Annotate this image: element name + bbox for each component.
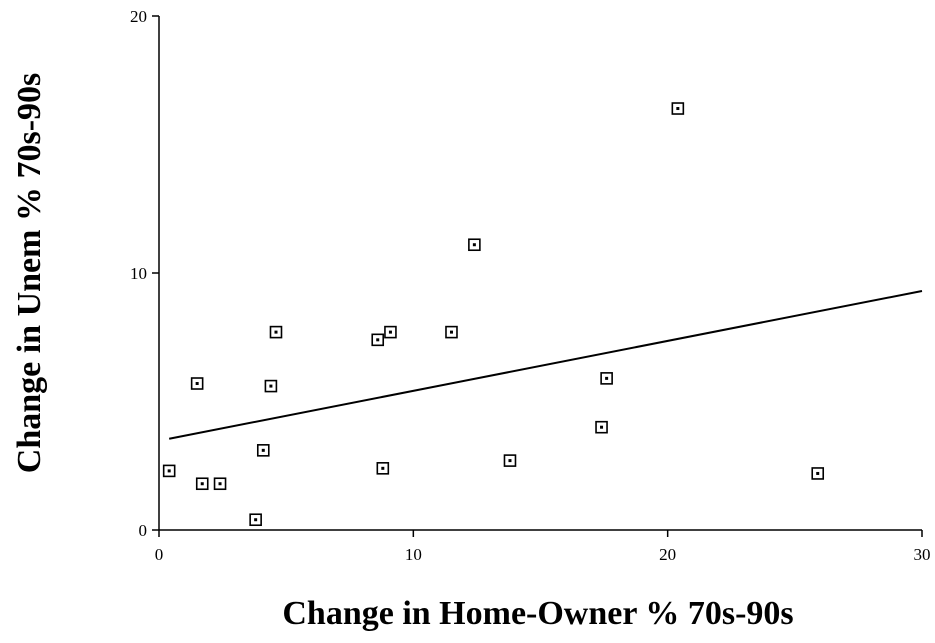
y-tick-label: 10 — [130, 264, 147, 283]
y-tick-label: 20 — [130, 7, 147, 26]
data-point — [503, 454, 517, 467]
y-tick-label: 0 — [139, 521, 148, 540]
data-point — [256, 444, 270, 457]
data-point — [269, 325, 283, 339]
data-points — [162, 102, 825, 527]
data-point — [249, 513, 262, 527]
data-point — [811, 467, 825, 480]
x-tick-label: 0 — [155, 545, 164, 564]
data-point — [162, 464, 176, 478]
x-tick-label: 30 — [914, 545, 931, 564]
data-point — [600, 372, 613, 385]
y-axis-title: Change in Unem % 70s-90s — [11, 73, 48, 473]
data-point — [264, 379, 278, 393]
data-point — [595, 420, 608, 434]
data-point — [371, 333, 385, 347]
x-tick-label: 20 — [659, 545, 676, 564]
trend-line — [168, 290, 923, 440]
ticks: 0 10 20 30 0 10 20 — [130, 7, 931, 564]
data-point — [445, 325, 458, 339]
axes — [158, 16, 922, 531]
data-point — [384, 325, 397, 339]
data-point — [195, 477, 209, 491]
data-point — [376, 462, 390, 475]
trendline-group — [168, 290, 923, 440]
x-tick-label: 10 — [405, 545, 422, 564]
data-point — [671, 102, 685, 115]
data-point — [468, 238, 481, 252]
data-point — [213, 477, 227, 491]
x-axis-title: Change in Home-Owner % 70s-90s — [282, 595, 793, 632]
data-point — [190, 377, 204, 390]
